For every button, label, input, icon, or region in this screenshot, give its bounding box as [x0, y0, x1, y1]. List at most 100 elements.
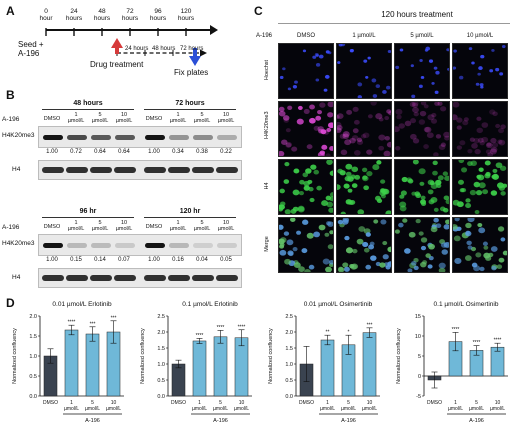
blot-band — [168, 167, 190, 173]
condition-label: 5 µmol/L — [190, 220, 214, 232]
timepoint-value: 24 — [70, 8, 78, 15]
y-axis-label: Normalized confluency — [12, 328, 18, 384]
y-tick-label: 15 — [415, 314, 421, 320]
h4-blot — [38, 268, 242, 288]
timeline-label: 0 hour — [32, 8, 60, 22]
category-label: 10 — [495, 400, 501, 406]
micrograph-nuclei — [279, 160, 333, 214]
y-tick-label: 1.0 — [29, 354, 37, 360]
row-label-h4k20me3: H4K20me3 — [2, 132, 35, 139]
timepoint-unit: hours — [177, 15, 195, 22]
y-tick-label: 1.5 — [29, 334, 37, 340]
time-header-rule — [42, 217, 134, 218]
chart-title: 0.1 µmol/L Osimertinib — [434, 301, 499, 308]
category-label: DMSO — [43, 400, 58, 406]
blot-band — [66, 275, 88, 281]
blot-band — [144, 167, 166, 173]
group-label: A-196 — [213, 418, 228, 424]
category-label: 10 — [239, 400, 245, 406]
timepoint-value: 0 — [44, 8, 48, 15]
y-tick-label: 1.5 — [285, 346, 293, 352]
condition-label: 10 µmol/L — [214, 220, 238, 232]
y-tick-label: 2.5 — [285, 314, 293, 320]
micrograph-nuclei — [337, 102, 391, 156]
timepoint-unit: hours — [65, 15, 83, 22]
timepoint-value: 48 — [98, 8, 106, 15]
y-tick-label: 2.0 — [29, 314, 37, 320]
seed-label-drug: A-196 — [18, 49, 40, 58]
confluency-chart: 0.01 µmol/L Osimertinib Normalized conflu… — [268, 301, 380, 424]
y-axis-label: Normalized confluency — [140, 328, 146, 384]
blot-band — [216, 167, 238, 173]
blot-band — [90, 167, 112, 173]
blot-band — [115, 135, 135, 140]
micrograph-nuclei — [453, 218, 507, 272]
condition-label: 1 µmol/L — [166, 112, 190, 124]
sub-label-72: 72 hours — [180, 46, 204, 52]
chart-title: 0.1 µmol/L Erlotinib — [182, 301, 238, 308]
quant-value: 0.15 — [70, 257, 82, 263]
dose-value: 1 — [74, 220, 78, 226]
chart-title: 0.01 µmol/L Erlotinib — [52, 301, 112, 308]
y-tick-label: -5 — [416, 394, 421, 400]
condition-label: DMSO — [145, 224, 163, 230]
category-unit-label: µmol/L — [320, 406, 335, 412]
category-label: DMSO — [427, 400, 442, 406]
blot-band — [144, 275, 166, 281]
dose-unit: µmol/L — [193, 118, 211, 124]
y-tick-label: 2.5 — [157, 314, 165, 320]
dose-value: 5 — [200, 220, 204, 226]
blot-band — [67, 243, 87, 248]
panel-b-label: B — [6, 88, 15, 102]
micrograph-nuclei — [453, 160, 507, 214]
confluency-chart: 0.1 µmol/L Osimertinib Normalized conflue… — [396, 301, 508, 424]
image-column-label: 5 µmol/L — [410, 33, 434, 39]
dose-value: 5 — [98, 220, 102, 226]
dose-value: 5 — [98, 112, 102, 118]
category-unit-label: µmol/L — [448, 406, 463, 412]
micrograph — [336, 43, 392, 99]
blot-band — [43, 135, 63, 140]
significance-label: **** — [494, 338, 502, 344]
time-header-rule — [42, 109, 134, 110]
image-row-label: Hoechst — [264, 59, 270, 81]
confluency-chart: 0.1 µmol/L Erlotinib Normalized confluenc… — [140, 301, 252, 424]
blot-band — [169, 135, 189, 140]
dose-unit: µmol/L — [91, 118, 109, 124]
condition-label: 5 µmol/L — [88, 112, 112, 124]
fix-plates-label: Fix plates — [174, 68, 209, 77]
condition-label: 10 µmol/L — [112, 112, 136, 124]
category-unit-label: µmol/L — [362, 406, 377, 412]
dose-unit: µmol/L — [217, 226, 235, 232]
micrograph-nuclei — [395, 218, 449, 272]
blot-band — [114, 167, 136, 173]
significance-label: *** — [111, 315, 117, 321]
quant-value: 1.00 — [148, 257, 160, 263]
blot-band — [168, 275, 190, 281]
quant-value: 0.14 — [94, 257, 106, 263]
micrograph — [394, 43, 450, 99]
image-row-label: H4K20me3 — [264, 111, 270, 139]
bar — [320, 339, 335, 397]
blot-band — [115, 243, 135, 248]
panel-c-label: C — [254, 4, 263, 18]
dose-unit: µmol/L — [193, 226, 211, 232]
drug-label: A-196 — [2, 224, 20, 231]
y-tick-label: 0 — [418, 374, 421, 380]
y-tick-label: 0.5 — [157, 378, 165, 384]
quant-value: 0.07 — [118, 257, 130, 263]
confluency-chart: 0.01 µmol/L Erlotinib Normalized confluen… — [12, 301, 124, 424]
timepoint-unit: hours — [93, 15, 111, 22]
significance-label: **** — [452, 327, 460, 333]
micrograph-nuclei — [279, 218, 333, 272]
condition-label: 1 µmol/L — [166, 220, 190, 232]
blot-band — [192, 167, 214, 173]
micrograph-nuclei — [453, 102, 506, 156]
blot-band — [91, 243, 111, 248]
category-unit-label: µmol/L — [192, 406, 207, 412]
category-label: DMSO — [171, 400, 186, 406]
dose-unit: µmol/L — [169, 226, 187, 232]
micrograph-nuclei — [337, 44, 391, 98]
condition-label: 1 µmol/L — [64, 112, 88, 124]
timeline-label: 120 hours — [172, 8, 200, 22]
